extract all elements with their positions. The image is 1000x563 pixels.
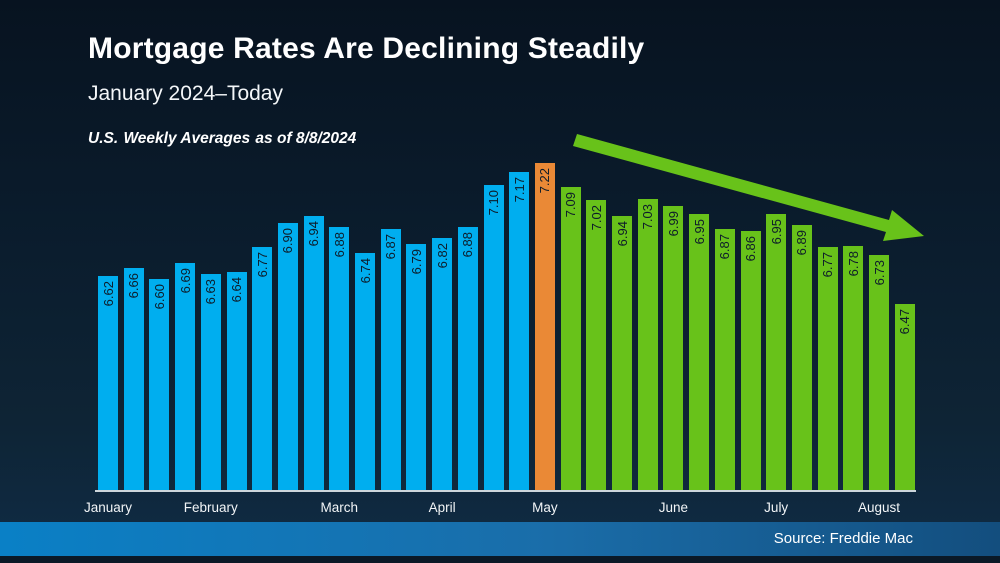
note-prefix: U.S. <box>88 130 123 147</box>
month-label: April <box>428 500 456 515</box>
bar-value-label: 6.62 <box>100 281 116 307</box>
footer-strip <box>0 522 1000 556</box>
bar-value-label: 6.63 <box>203 279 219 305</box>
bar: 6.82 <box>432 238 453 490</box>
bar-value-label: 6.99 <box>665 211 681 237</box>
bar: 6.47 <box>894 304 915 490</box>
bar: 6.99 <box>663 206 684 490</box>
bar: 6.74 <box>355 253 375 490</box>
bar-value-label: 6.90 <box>280 228 296 254</box>
bar: 7.03 <box>637 199 658 490</box>
bar-value-label: 7.09 <box>563 192 579 218</box>
chart-note: U.S. Weekly Averages as of 8/8/2024 <box>88 130 356 148</box>
bar-value-label: 7.17 <box>511 177 527 203</box>
month-label: February <box>183 500 238 515</box>
bar-value-label: 6.77 <box>820 252 836 278</box>
bar: 6.73 <box>869 255 889 490</box>
bar-value-label: 7.02 <box>588 205 604 231</box>
bar-value-label: 6.87 <box>383 234 399 260</box>
bar: 7.22 <box>534 163 555 490</box>
month-label: August <box>857 500 901 515</box>
bar: 7.02 <box>586 200 607 490</box>
month-label: May <box>532 500 558 515</box>
bar: 6.86 <box>740 231 761 490</box>
bar-value-label: 6.88 <box>331 232 347 258</box>
bar-value-label: 6.47 <box>897 309 913 335</box>
bar: 6.89 <box>791 225 812 490</box>
month-label: July <box>764 500 789 515</box>
bar-value-label: 6.60 <box>151 284 167 310</box>
bar: 6.79 <box>406 244 427 490</box>
bar: 6.78 <box>843 246 864 490</box>
bar: 6.88 <box>329 227 350 490</box>
month-label: March <box>320 500 359 515</box>
x-axis-baseline <box>95 490 916 492</box>
bar: 6.66 <box>123 268 144 490</box>
bar-value-label: 6.66 <box>126 273 142 299</box>
bar-value-label: 6.77 <box>254 252 270 278</box>
bar: 6.63 <box>200 274 221 490</box>
bar-value-label: 6.88 <box>460 232 476 258</box>
note-suffix: as of 8/8/2024 <box>251 130 357 147</box>
month-label: June <box>658 500 689 515</box>
bar-value-label: 6.86 <box>743 236 758 262</box>
bar: 6.77 <box>817 247 838 490</box>
bar: 6.60 <box>149 279 170 490</box>
note-highlight: Weekly Averages <box>123 130 251 147</box>
source-credit: Source: Freddie Mac <box>773 530 913 547</box>
page-title: Mortgage Rates Are Declining Steadily <box>88 32 645 65</box>
bar: 6.69 <box>175 263 196 490</box>
bar: 6.94 <box>303 216 324 490</box>
bar: 6.95 <box>689 214 710 490</box>
bar: 6.87 <box>380 229 401 490</box>
bar-value-label: 6.94 <box>306 221 322 247</box>
bar: 6.94 <box>612 216 632 490</box>
bar: 6.88 <box>457 227 478 490</box>
page-subtitle: January 2024–Today <box>88 82 283 105</box>
bar-value-label: 6.78 <box>845 251 861 277</box>
bar-value-label: 6.95 <box>768 219 784 245</box>
bar: 7.10 <box>483 185 504 490</box>
bar-value-label: 6.95 <box>691 219 707 245</box>
bar-value-label: 7.10 <box>486 190 501 216</box>
bar-value-label: 6.79 <box>408 249 424 275</box>
bar-value-label: 7.22 <box>537 168 553 194</box>
bar: 7.17 <box>509 172 530 490</box>
bar: 6.77 <box>252 247 273 490</box>
bar-value-label: 6.87 <box>717 234 733 260</box>
bar-value-label: 6.73 <box>871 260 887 286</box>
bar-value-label: 7.03 <box>640 204 656 230</box>
bar: 6.87 <box>714 229 735 490</box>
bar-value-label: 6.89 <box>794 230 810 256</box>
bar-value-label: 6.69 <box>177 268 193 294</box>
bar: 6.90 <box>277 223 298 490</box>
bar-value-label: 6.64 <box>229 277 244 303</box>
bar: 6.62 <box>98 276 118 490</box>
month-label: January <box>83 500 133 515</box>
bar-value-label: 6.94 <box>614 221 630 247</box>
bar: 7.09 <box>560 187 581 490</box>
bar: 6.95 <box>766 214 787 490</box>
bar: 6.64 <box>226 272 247 490</box>
bar-value-label: 6.74 <box>357 258 373 284</box>
footer-bottom-edge <box>0 556 1000 563</box>
bar-value-label: 6.82 <box>434 243 450 269</box>
